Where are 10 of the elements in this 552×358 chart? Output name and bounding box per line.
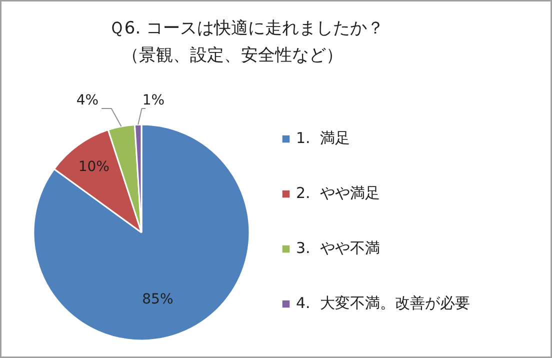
data-label: 4% bbox=[76, 92, 99, 108]
legend-label: 3. やや不満 bbox=[296, 239, 380, 258]
legend-label: 2. やや満足 bbox=[296, 184, 380, 203]
data-label: 10% bbox=[78, 158, 110, 175]
chart-subtitle: （景観、設定、安全性など） bbox=[122, 46, 343, 66]
data-label: 85% bbox=[142, 291, 174, 308]
chart-title: Ｑ6. コースは快適に走れましたか？ bbox=[108, 18, 384, 38]
legend-label: 4. 大変不満。改善が必要 bbox=[296, 294, 470, 313]
legend-label: 1. 満足 bbox=[296, 129, 350, 148]
data-label: 1% bbox=[142, 92, 165, 108]
